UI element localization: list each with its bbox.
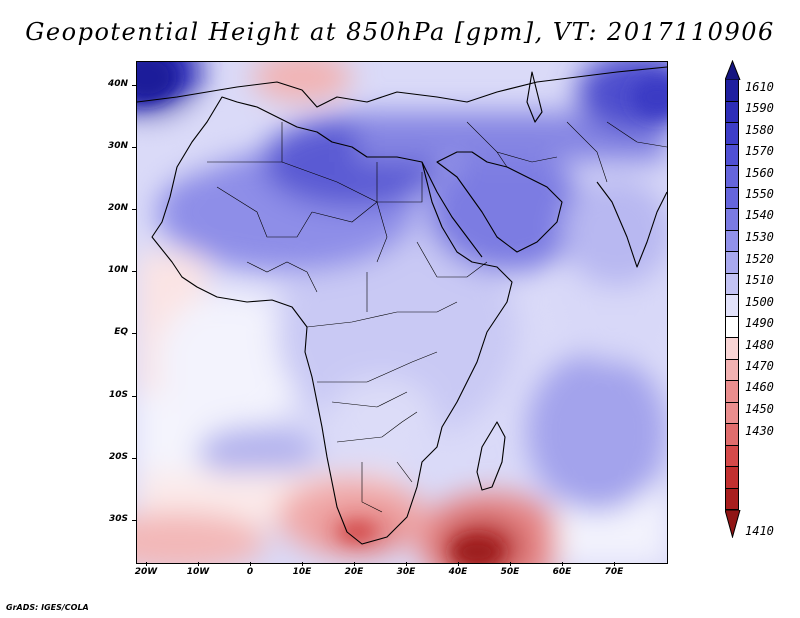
colorbar-swatch — [725, 338, 739, 360]
colorbar-swatch — [725, 424, 739, 446]
colorbar-swatch — [725, 209, 739, 231]
lat-label-20s: 20S — [108, 452, 128, 462]
lat-tick — [132, 147, 136, 148]
lat-label-30s: 30S — [108, 514, 128, 524]
lat-label-10s: 10S — [108, 390, 128, 400]
lon-tick — [198, 562, 199, 566]
colorbar-swatch — [725, 166, 739, 188]
lon-label-10w: 10W — [186, 567, 210, 577]
colorbar-label-1460: 1460 — [745, 380, 774, 394]
lat-tick — [132, 458, 136, 459]
colorbar-swatch — [725, 252, 739, 274]
country-borders — [207, 121, 667, 513]
colorbar-label-1590: 1590 — [745, 101, 774, 115]
colorbar-label-1510: 1510 — [745, 273, 774, 287]
lat-tick — [132, 271, 136, 272]
footer-credit: GrADS: IGES/COLA — [6, 603, 89, 612]
colorbar-swatch — [725, 80, 739, 102]
colorbar-label-1470: 1470 — [745, 359, 774, 373]
lat-tick — [132, 333, 136, 334]
colorbar-label-1520: 1520 — [745, 252, 774, 266]
colorbar-swatch — [725, 316, 739, 338]
lon-label-10e: 10E — [292, 567, 312, 577]
lon-label-20w: 20W — [134, 567, 158, 577]
lon-tick — [458, 562, 459, 566]
colorbar-label-1490: 1490 — [745, 316, 774, 330]
height-field-shading — [137, 62, 667, 563]
map-canvas — [137, 62, 667, 563]
lat-tick — [132, 520, 136, 521]
lat-label-20n: 20N — [107, 203, 128, 213]
colorbar-swatch — [725, 123, 739, 145]
colorbar-label-1540: 1540 — [745, 208, 774, 222]
lat-label-10n: 10N — [107, 265, 128, 275]
colorbar-label-1610: 1610 — [745, 80, 774, 94]
colorbar-label-1530: 1530 — [745, 230, 774, 244]
colorbar-swatch — [725, 187, 739, 209]
colorbar-label-1580: 1580 — [745, 123, 774, 137]
colorbar-swatch — [725, 273, 739, 295]
lat-label-40n: 40N — [107, 79, 128, 89]
colorbar-swatch — [725, 295, 739, 317]
lon-tick — [614, 562, 615, 566]
lon-label-20e: 20E — [344, 567, 364, 577]
colorbar-label-1560: 1560 — [745, 166, 774, 180]
colorbar-label-1430: 1430 — [745, 424, 774, 438]
colorbar-top-triangle — [725, 60, 741, 80]
lat-tick — [132, 85, 136, 86]
colorbar: 1610 1590 1580 1570 1560 1550 1540 1530 … — [725, 60, 800, 560]
colorbar-label-1500: 1500 — [745, 295, 774, 309]
lat-tick — [132, 209, 136, 210]
lon-label-50e: 50E — [500, 567, 520, 577]
colorbar-label-1480: 1480 — [745, 338, 774, 352]
lon-tick — [302, 562, 303, 566]
colorbar-swatch — [725, 144, 739, 166]
lon-label-30e: 30E — [396, 567, 416, 577]
coastlines — [137, 66, 667, 545]
colorbar-swatch — [725, 359, 739, 381]
lon-tick — [250, 562, 251, 566]
lat-label-eq: EQ — [114, 327, 128, 337]
lon-tick — [146, 562, 147, 566]
colorbar-swatch — [725, 230, 739, 252]
colorbar-swatch — [725, 467, 739, 489]
colorbar-swatch — [725, 445, 739, 467]
lon-label-70e: 70E — [604, 567, 624, 577]
colorbar-swatch — [725, 402, 739, 424]
lon-tick — [562, 562, 563, 566]
lon-tick — [510, 562, 511, 566]
lon-label-0: 0 — [246, 567, 254, 577]
colorbar-bottom-triangle — [725, 510, 741, 538]
height-field-detail — [137, 62, 667, 563]
colorbar-label-1570: 1570 — [745, 144, 774, 158]
colorbar-label-1550: 1550 — [745, 187, 774, 201]
colorbar-swatch — [725, 488, 739, 510]
colorbar-label-1410: 1410 — [745, 524, 774, 538]
map-panel — [136, 61, 668, 564]
lat-tick — [132, 396, 136, 397]
lon-tick — [354, 562, 355, 566]
lon-label-40e: 40E — [448, 567, 468, 577]
map-title: Geopotential Height at 850hPa [gpm], VT:… — [25, 18, 775, 46]
lon-tick — [406, 562, 407, 566]
lat-label-30n: 30N — [107, 141, 128, 151]
lon-label-60e: 60E — [552, 567, 572, 577]
colorbar-swatch — [725, 101, 739, 123]
colorbar-swatch — [725, 381, 739, 403]
colorbar-label-1450: 1450 — [745, 402, 774, 416]
